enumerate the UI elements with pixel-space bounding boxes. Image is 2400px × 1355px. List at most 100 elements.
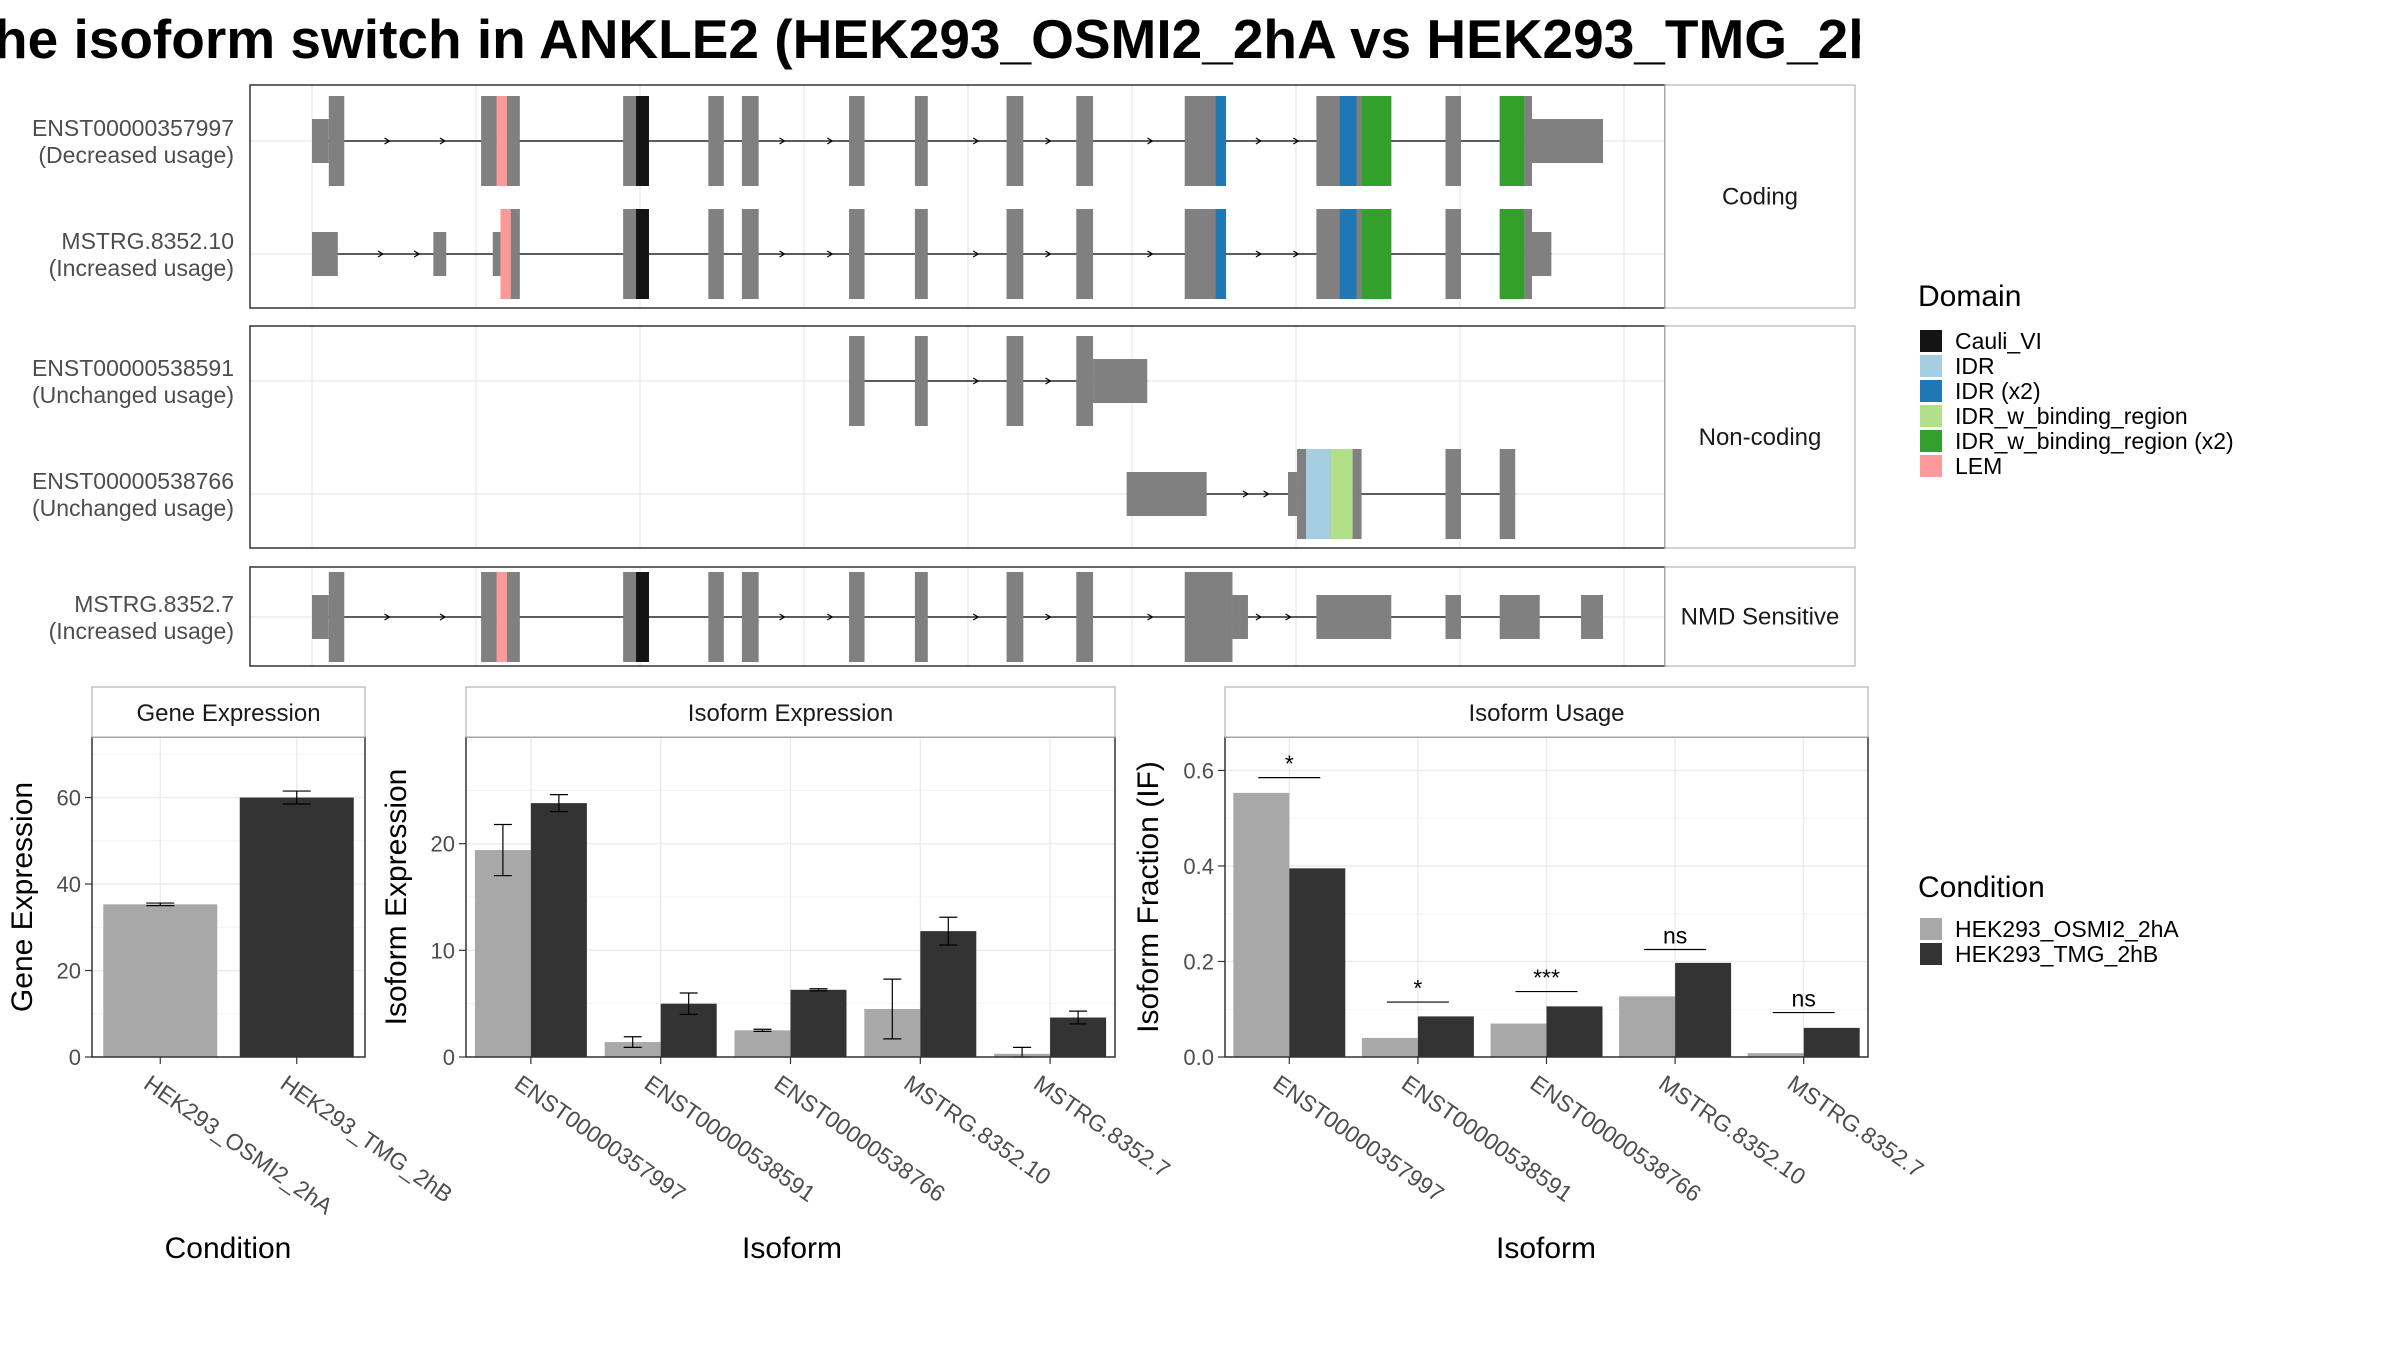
significance-label: *	[1285, 751, 1294, 777]
intron-arrow	[972, 250, 980, 258]
legend-title: Condition	[1918, 871, 2045, 904]
intron-arrow	[826, 250, 834, 258]
intron-arrow	[826, 613, 834, 621]
y-axis-title: Isoform Expression	[380, 769, 413, 1026]
intron-arrow	[377, 250, 385, 258]
noncoding-exon	[312, 119, 329, 163]
noncoding-exon	[312, 595, 329, 639]
chart-title: Gene Expression	[136, 700, 320, 727]
significance-label: ***	[1533, 965, 1560, 991]
y-tick-label: 0.2	[1183, 949, 1214, 974]
noncoding-exon	[312, 232, 338, 276]
coding-exon	[1184, 572, 1202, 662]
domain-block	[500, 209, 511, 299]
intron-arrow	[384, 137, 391, 145]
bar	[239, 797, 354, 1057]
coding-exon	[328, 96, 345, 186]
x-axis-title: Condition	[165, 1232, 292, 1265]
coding-exon	[1076, 209, 1094, 299]
bar	[920, 931, 977, 1057]
transcript-usage: (Increased usage)	[49, 618, 234, 644]
legend-key	[1920, 405, 1942, 427]
intron-arrow	[1263, 490, 1270, 498]
y-axis-title: Gene Expression	[6, 782, 39, 1012]
transcript-usage: (Unchanged usage)	[32, 495, 234, 521]
coding-exon	[849, 336, 865, 426]
intron-arrow	[1147, 250, 1154, 258]
coding-exon	[1184, 209, 1202, 299]
intron-arrow	[1045, 137, 1052, 145]
y-tick-label: 20	[431, 832, 455, 857]
facet-label: Coding	[1722, 184, 1798, 211]
x-axis-title: Isoform	[1496, 1232, 1596, 1265]
coding-exon	[914, 572, 928, 662]
facet-strip	[465, 686, 1116, 738]
y-tick-label: 60	[57, 786, 81, 811]
coding-exon	[481, 572, 497, 662]
noncoding-exon	[1093, 359, 1148, 403]
intron-arrow	[1045, 377, 1052, 385]
intron-arrow	[1242, 490, 1250, 498]
bar	[1675, 962, 1732, 1057]
intron-arrow	[972, 137, 980, 145]
coding-exon	[1524, 96, 1532, 186]
transcript-usage: (Unchanged usage)	[32, 382, 234, 408]
intron-arrow	[1255, 250, 1263, 258]
legend-label: LEM	[1955, 453, 2002, 479]
noncoding-exon	[1126, 472, 1207, 516]
transcript-usage: (Decreased usage)	[38, 142, 234, 168]
bar	[790, 989, 847, 1057]
noncoding-exon	[1232, 595, 1248, 639]
intron-arrow	[826, 137, 834, 145]
noncoding-exon	[1445, 595, 1461, 639]
domain-block	[1339, 96, 1357, 186]
coding-exon	[708, 209, 724, 299]
coding-exon	[741, 209, 759, 299]
bar	[1619, 996, 1676, 1057]
facet-label: NMD Sensitive	[1681, 604, 1840, 631]
transcript-name: ENST00000357997	[32, 115, 234, 141]
coding-exon	[1184, 96, 1202, 186]
bar	[103, 904, 218, 1057]
intron-arrow	[439, 613, 447, 621]
domain-block	[1499, 96, 1525, 186]
coding-exon	[1352, 449, 1362, 539]
y-tick-label: 10	[431, 938, 455, 963]
intron-arrow	[1045, 250, 1052, 258]
domain-block	[1215, 96, 1227, 186]
coding-exon	[623, 572, 637, 662]
significance-label: ns	[1663, 923, 1687, 949]
coding-exon	[1076, 96, 1094, 186]
noncoding-exon	[1581, 595, 1603, 639]
intron-arrow	[1293, 137, 1300, 145]
legend-key	[1920, 455, 1942, 477]
coding-exon	[914, 209, 928, 299]
intron-arrow	[384, 613, 391, 621]
figure-title: he isoform switch in ANKLE2 (HEK293_OSMI…	[0, 8, 1922, 70]
facet-strip	[91, 686, 366, 738]
legend-label: IDR	[1955, 353, 1995, 379]
bar	[734, 1030, 791, 1057]
legend-key	[1920, 943, 1942, 965]
structure-panel-bg	[250, 326, 1665, 548]
domain-block	[1330, 449, 1353, 539]
coding-exon	[1201, 572, 1227, 662]
y-tick-label: 0	[69, 1045, 81, 1070]
intron-arrow	[1255, 613, 1263, 621]
coding-exon	[1445, 96, 1461, 186]
bar	[530, 803, 587, 1057]
legend-label: Cauli_VI	[1955, 328, 2042, 354]
domain-block	[1361, 209, 1392, 299]
domain-block	[1339, 209, 1357, 299]
coding-exon	[1297, 449, 1307, 539]
significance-label: ns	[1792, 986, 1816, 1012]
coding-exon	[1076, 336, 1094, 426]
coding-exon	[914, 336, 928, 426]
intron-arrow	[1293, 250, 1300, 258]
intron-arrow	[1045, 613, 1052, 621]
coding-exon	[741, 572, 759, 662]
y-tick-label: 0.6	[1183, 758, 1214, 783]
transcript-name: MSTRG.8352.7	[74, 591, 234, 617]
